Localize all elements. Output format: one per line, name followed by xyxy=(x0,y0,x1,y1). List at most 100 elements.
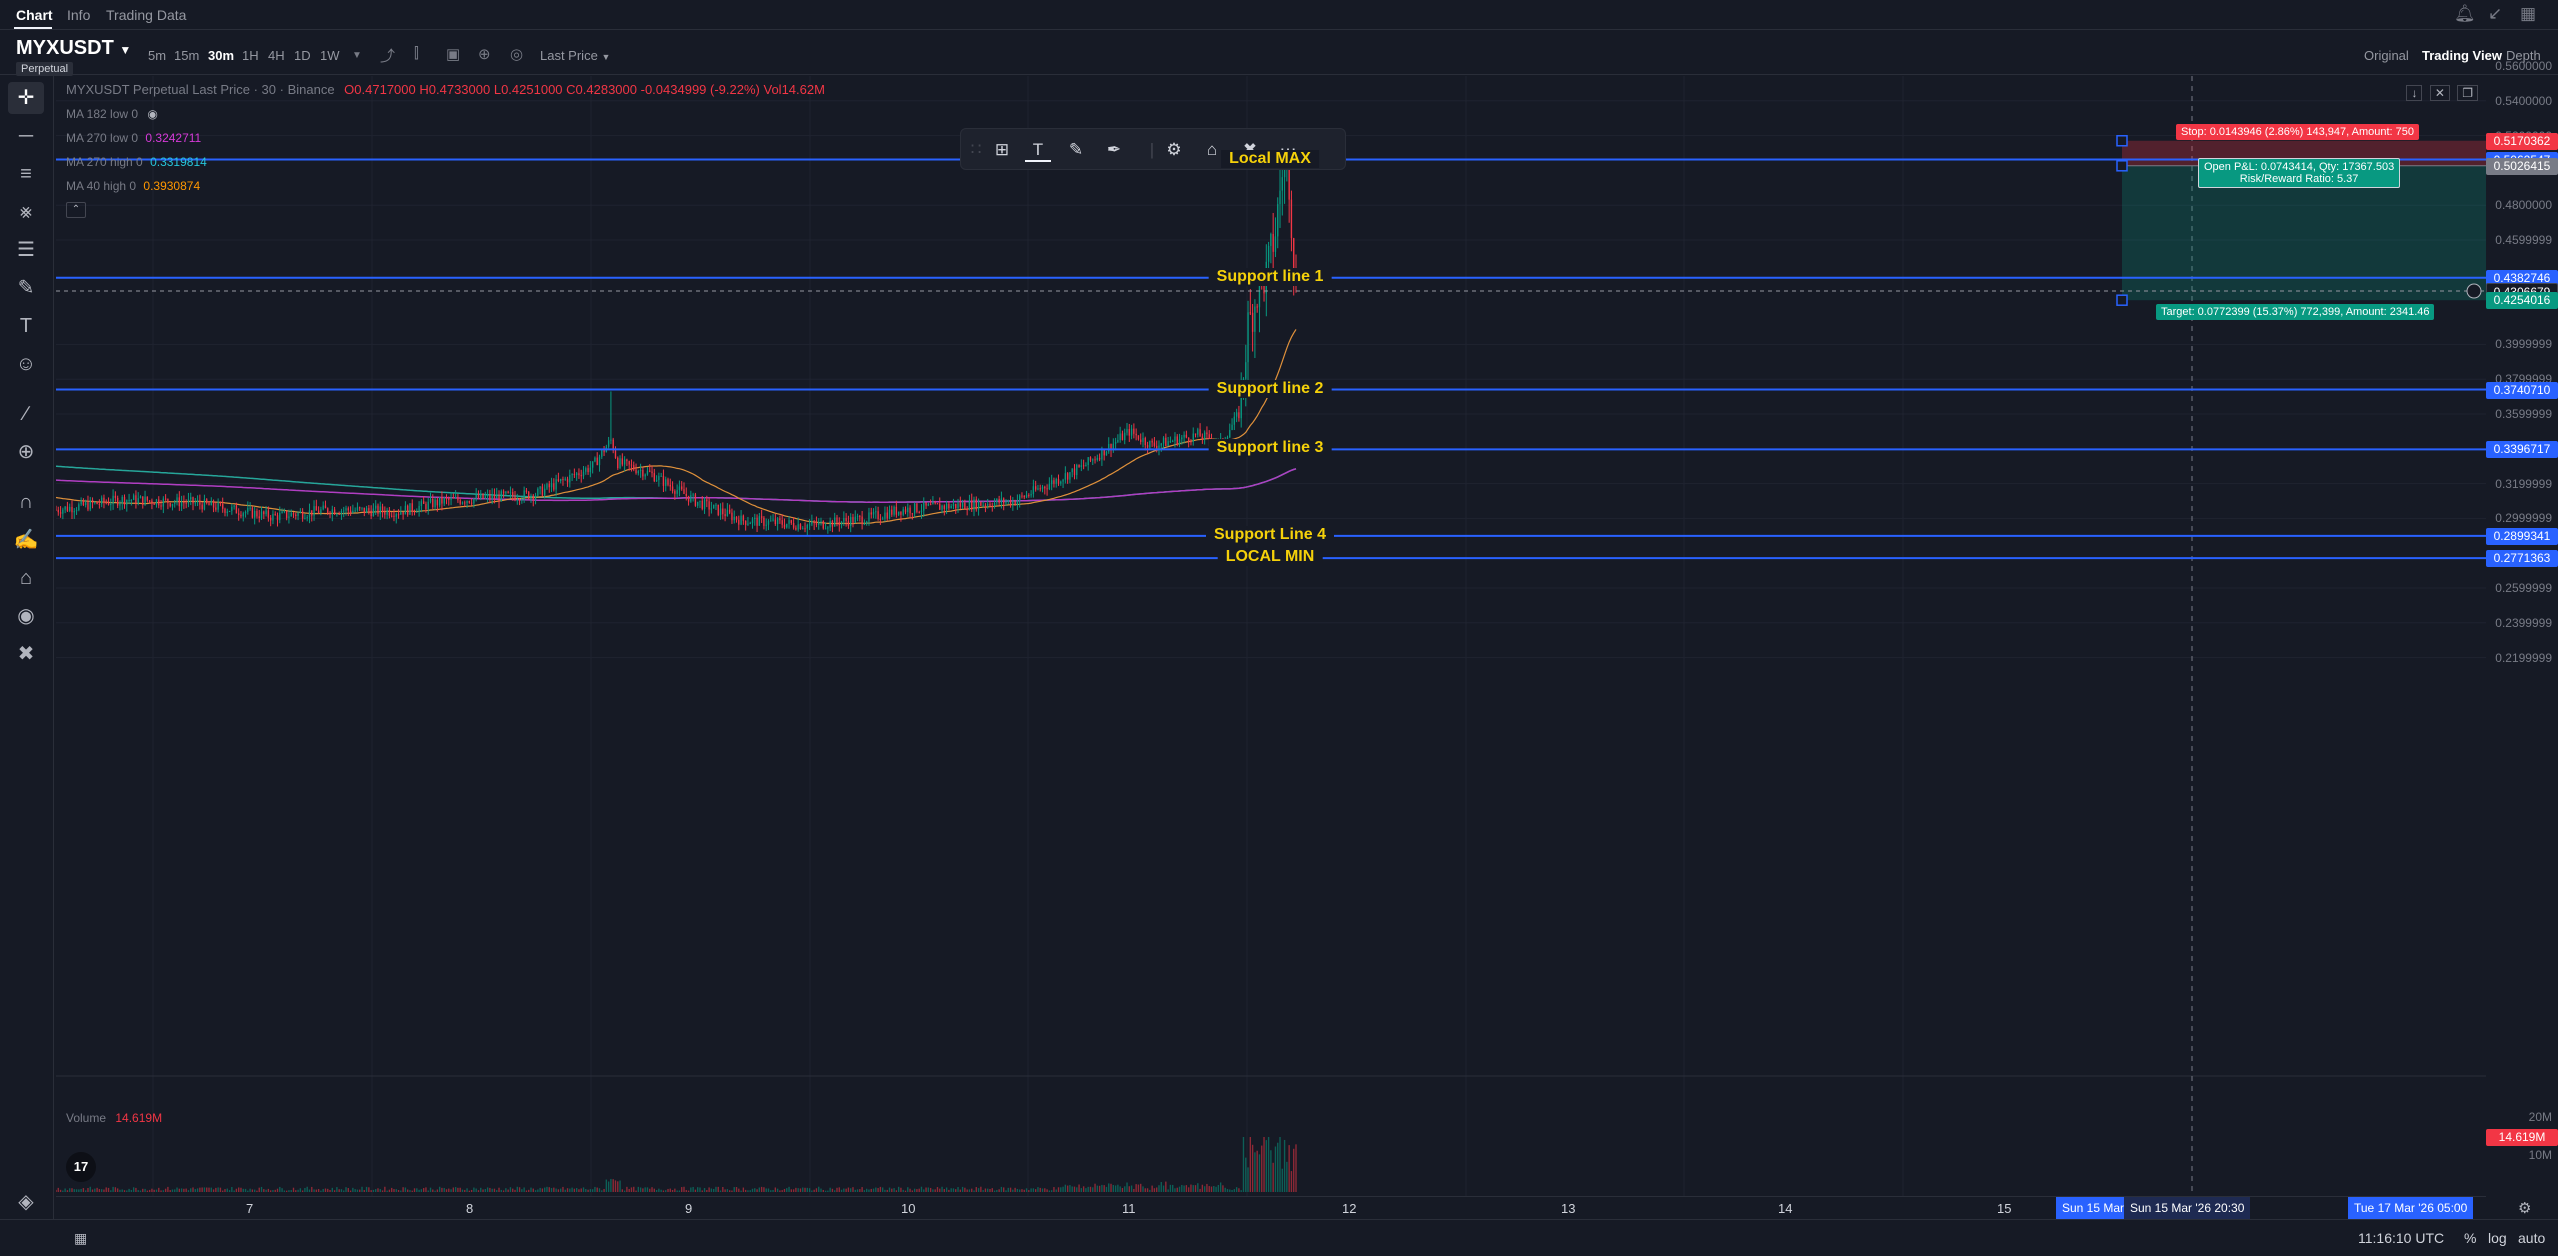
volume-bar xyxy=(372,1189,375,1192)
volume-bar xyxy=(591,1189,594,1192)
candle-body xyxy=(1185,434,1188,438)
candle-body xyxy=(888,509,891,519)
clock[interactable]: 11:16:10 UTC xyxy=(2358,1230,2445,1246)
horizontal-line-label[interactable]: Support line 1 xyxy=(1208,267,1332,286)
collapse-legend-icon[interactable]: ⌃ xyxy=(66,202,86,218)
magnet-icon[interactable]: ∩ xyxy=(18,491,34,513)
replay-icon[interactable]: ◎ xyxy=(510,46,524,63)
volume-bar xyxy=(799,1188,802,1192)
candle-body xyxy=(500,491,502,502)
candle-body xyxy=(1025,494,1028,498)
arrow-down-icon[interactable]: ↓ xyxy=(2406,85,2423,101)
timeframe-1d[interactable]: 1D xyxy=(294,48,311,63)
bell-icon[interactable]: 🔔︎ xyxy=(2454,4,2476,23)
line-color-icon[interactable]: ✎ xyxy=(1068,140,1084,159)
grid-icon[interactable]: ▦ xyxy=(2520,4,2537,23)
collapse-icon[interactable]: ✕ xyxy=(2429,85,2450,101)
chart-pane[interactable]: MYXUSDT Perpetual Last Price · 30 · Bina… xyxy=(56,76,2486,1196)
layers-icon[interactable]: ◈ xyxy=(18,1191,34,1213)
horizontal-lines-icon[interactable]: ≡ xyxy=(20,163,32,185)
percent-toggle[interactable]: % xyxy=(2464,1230,2477,1246)
price-tick: 0.4800000 xyxy=(2495,198,2552,213)
take-profit-label[interactable]: Target: 0.0772399 (15.37%) 772,399, Amou… xyxy=(2156,304,2435,321)
settings-icon[interactable]: ⚙ xyxy=(1166,140,1182,159)
horizontal-line-label[interactable]: Support line 3 xyxy=(1208,439,1332,458)
minimize-icon[interactable]: ↙ xyxy=(2488,4,2503,23)
trash-icon[interactable]: ✖ xyxy=(17,643,35,665)
candle-body xyxy=(1050,480,1053,485)
log-toggle[interactable]: log xyxy=(2488,1230,2507,1246)
pitchfork-icon[interactable]: ⨳ xyxy=(19,201,33,223)
timeframe-30m[interactable]: 30m xyxy=(208,48,235,63)
eye-icon[interactable]: ◉ xyxy=(147,107,158,121)
chart-type-icon[interactable]: ⤴ xyxy=(380,48,396,65)
horizontal-line-label[interactable]: Support Line 4 xyxy=(1206,525,1334,544)
candle-body xyxy=(1007,500,1009,502)
horizontal-line-label[interactable]: Local MAX xyxy=(1221,149,1319,168)
timeframe-4h[interactable]: 4H xyxy=(268,48,285,63)
ruler-icon[interactable]: ∕ xyxy=(24,403,28,425)
stop-loss-label[interactable]: Stop: 0.0143946 (2.86%) 143,947, Amount:… xyxy=(2176,123,2420,140)
symbol-selector[interactable]: MYXUSDT ▼ xyxy=(16,37,131,60)
text-color-icon[interactable]: T xyxy=(1025,138,1051,162)
zoom-in-icon[interactable]: ⊕ xyxy=(17,441,35,463)
view-trading-view[interactable]: Trading View xyxy=(2422,48,2502,63)
text-icon[interactable]: T xyxy=(19,315,33,337)
timeframe-dropdown-icon[interactable]: ▼ xyxy=(352,50,362,61)
timeframe-5m[interactable]: 5m xyxy=(148,48,167,63)
price-axis[interactable]: 0.56000000.54000000.52000000.48000000.45… xyxy=(2486,59,2558,1196)
trend-line-icon[interactable]: ─ xyxy=(18,125,34,147)
tradingview-logo[interactable]: 17 xyxy=(66,1152,96,1182)
camera-icon[interactable]: ▣ xyxy=(446,46,461,63)
drag-handle-icon[interactable]: ∷ xyxy=(970,140,982,159)
fill-color-icon[interactable]: ✒ xyxy=(1106,140,1122,159)
brush-icon[interactable]: ✎ xyxy=(17,277,35,299)
volume-bar xyxy=(719,1190,722,1192)
indicator-ma40-high[interactable]: MA 40 high 0 0.3930874 xyxy=(66,179,200,193)
candles-icon[interactable]: ⫿ xyxy=(414,45,419,62)
candle-body xyxy=(804,528,806,530)
tab-info[interactable]: Info xyxy=(67,7,91,23)
open-pnl-label[interactable]: Open P&L: 0.0743414, Qty: 17367.503 Risk… xyxy=(2198,157,2401,188)
templates-icon[interactable]: ⊞ xyxy=(994,140,1010,159)
price-chart[interactable] xyxy=(56,76,2486,1196)
auto-toggle[interactable]: auto xyxy=(2518,1230,2546,1246)
timeframe-1w[interactable]: 1W xyxy=(320,48,340,63)
candle-body xyxy=(347,508,349,511)
lock-drawing-icon[interactable]: ✍ xyxy=(13,529,39,551)
view-original[interactable]: Original xyxy=(2364,48,2409,63)
lock-icon[interactable]: ⌂ xyxy=(19,567,33,589)
timeframe-1h[interactable]: 1H xyxy=(242,48,259,63)
horizontal-line-label[interactable]: Support line 2 xyxy=(1208,379,1332,398)
volume-bar xyxy=(1078,1184,1080,1192)
calendar-icon[interactable]: ▦ xyxy=(74,1230,88,1246)
volume-bar xyxy=(171,1189,174,1192)
settings-icon[interactable]: ⚙ xyxy=(2518,1200,2532,1217)
volume-bar xyxy=(1238,1188,1240,1192)
view-depth[interactable]: Depth xyxy=(2506,48,2541,63)
indicator-ma182[interactable]: MA 182 low 0 ◉ xyxy=(66,107,158,121)
candle-body xyxy=(897,511,900,515)
volume-bar xyxy=(1208,1186,1210,1192)
volume-bar xyxy=(327,1188,329,1192)
crosshair-icon[interactable]: ✛ xyxy=(8,82,44,114)
add-indicator-icon[interactable]: ⊕ xyxy=(478,46,491,63)
tab-trading-data[interactable]: Trading Data xyxy=(106,7,187,23)
eye-icon[interactable]: ◉ xyxy=(17,605,35,627)
candle-body xyxy=(1137,435,1140,440)
tab-chart[interactable]: Chart xyxy=(16,7,53,23)
lock-icon[interactable]: ⌂ xyxy=(1206,140,1218,159)
time-axis[interactable]: 7 8 9 10 11 12 13 14 15 Sun 15 Mar Sun 1… xyxy=(56,1196,2531,1219)
candle-body xyxy=(939,503,941,510)
candle-body xyxy=(681,486,683,490)
volume-bar xyxy=(274,1189,276,1192)
indicator-ma270-low[interactable]: MA 270 low 0 0.3242711 xyxy=(66,131,201,145)
price-type-select[interactable]: Last Price ▼ xyxy=(540,48,610,63)
maximize-icon[interactable]: ❐ xyxy=(2457,85,2478,101)
candle-body xyxy=(1085,465,1087,467)
indicator-ma270-high[interactable]: MA 270 high 0 0.3319814 xyxy=(66,155,207,169)
fib-icon[interactable]: ☰ xyxy=(17,239,35,261)
emoji-icon[interactable]: ☺ xyxy=(15,353,37,375)
timeframe-15m[interactable]: 15m xyxy=(174,48,200,63)
horizontal-line-label[interactable]: LOCAL MIN xyxy=(1217,548,1323,567)
